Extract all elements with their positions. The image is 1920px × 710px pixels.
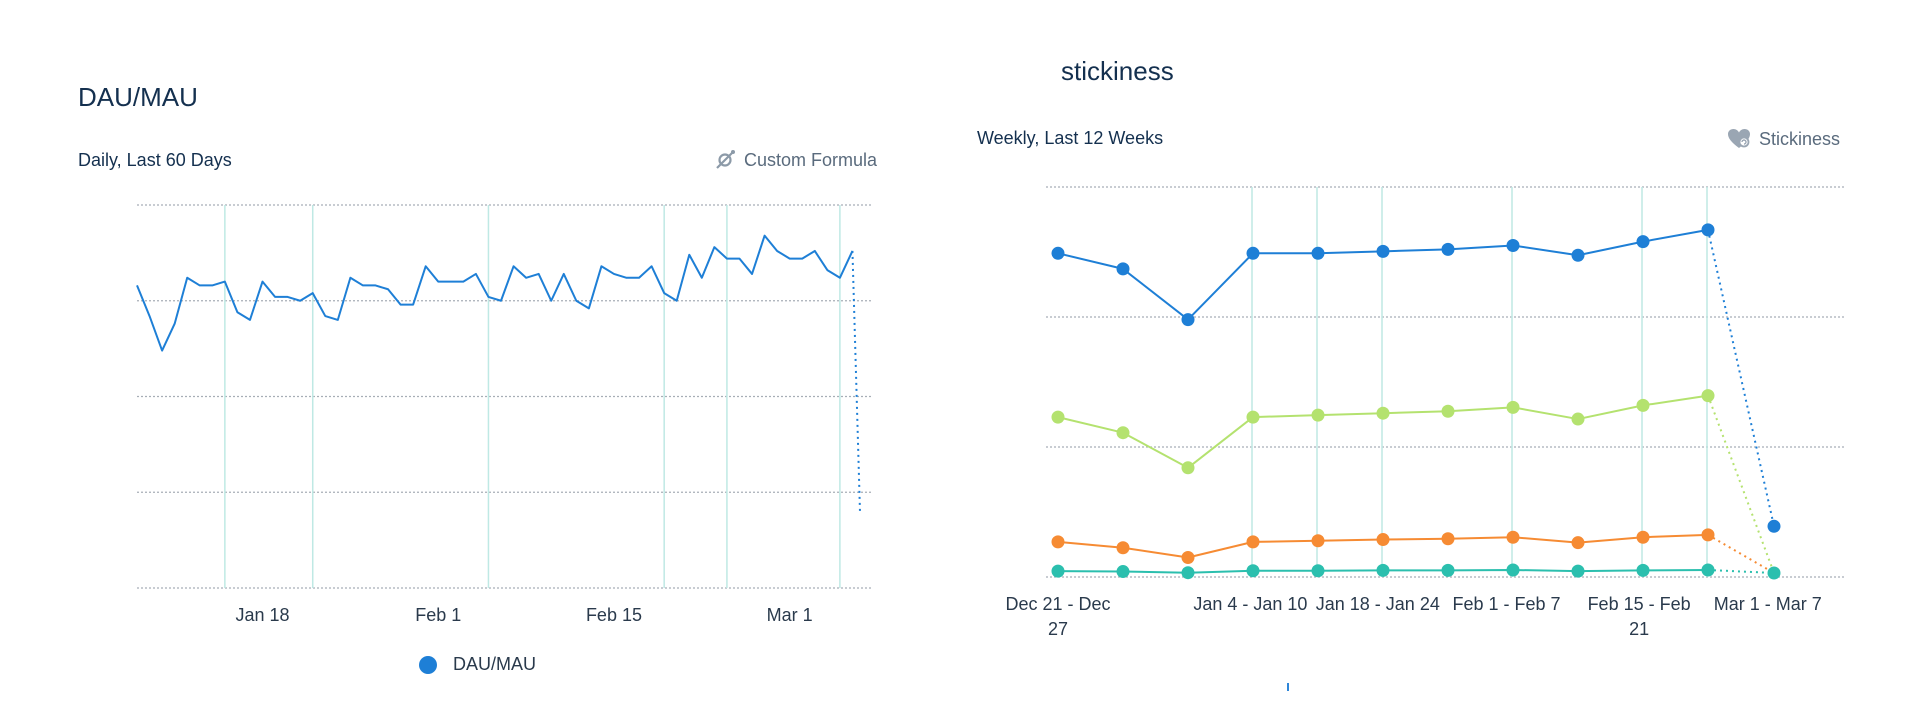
left-x-tick-label: Feb 1: [415, 605, 461, 625]
legend-series-label: DAU/MAU: [453, 654, 537, 674]
right-data-point: [1181, 461, 1195, 475]
right-data-point: [1441, 242, 1455, 256]
right-data-point: [1116, 426, 1130, 440]
legend-series-dot: [419, 655, 437, 674]
right-data-point: [1051, 564, 1065, 578]
right-projection-line: [1707, 395, 1775, 574]
right-data-point: [1181, 313, 1195, 327]
right-data-point: [1116, 541, 1130, 555]
right-data-point: [1376, 563, 1390, 577]
right-data-point: [1311, 408, 1325, 422]
right-x-tick-label: Feb 1 - Feb 7: [1452, 594, 1560, 614]
right-data-point: [1441, 563, 1455, 577]
custom-formula-icon: [714, 149, 736, 171]
right-x-tick-label: Mar 1 - Mar 7: [1714, 594, 1822, 614]
right-data-point: [1506, 400, 1520, 414]
right-projection-line: [1707, 229, 1775, 527]
right-projection-line: [1707, 568, 1775, 574]
right-data-point: [1441, 404, 1455, 418]
right-data-point: [1181, 551, 1195, 564]
right-data-point: [1701, 223, 1715, 237]
custom-formula-badge[interactable]: Custom Formula: [714, 149, 877, 171]
right-data-point: [1376, 244, 1390, 258]
right-series-line: [1057, 394, 1709, 469]
right-chart-title: stickiness: [1061, 56, 1174, 86]
right-data-point: [1246, 410, 1260, 424]
right-data-point: [1701, 563, 1715, 577]
right-data-point: [1051, 410, 1065, 424]
right-data-point: [1376, 533, 1390, 547]
right-data-point: [1311, 534, 1325, 548]
right-data-point: [1701, 389, 1715, 403]
right-data-point: [1636, 530, 1650, 544]
right-data-point: [1051, 535, 1065, 549]
right-projection-line: [1707, 534, 1775, 574]
right-data-point: [1571, 536, 1585, 550]
right-projected-point: [1767, 566, 1781, 580]
right-x-tick-label: 21: [1629, 619, 1649, 639]
right-data-point: [1051, 246, 1065, 260]
right-data-point: [1506, 530, 1520, 544]
right-data-point: [1116, 262, 1130, 276]
right-data-point: [1311, 564, 1325, 578]
left-chart-subtitle: Daily, Last 60 Days: [78, 150, 232, 170]
right-data-point: [1311, 246, 1325, 260]
right-data-point: [1116, 565, 1130, 579]
right-data-point: [1181, 566, 1195, 580]
left-x-tick-label: Mar 1: [767, 605, 813, 625]
left-x-tick-label: Feb 15: [586, 605, 642, 625]
right-data-point: [1636, 235, 1650, 249]
left-legend[interactable]: DAU/MAU: [419, 654, 536, 675]
left-x-tick-label: Jan 18: [235, 605, 289, 625]
right-x-tick-label: Jan 4 - Jan 10: [1193, 594, 1307, 614]
right-data-point: [1376, 406, 1390, 420]
right-data-point: [1441, 532, 1455, 546]
right-series-line: [1057, 228, 1709, 321]
stickiness-label: Stickiness: [1759, 128, 1841, 149]
right-x-tick-label: 27: [1048, 619, 1068, 639]
right-x-tick-label: Jan 18 - Jan 24: [1316, 594, 1440, 614]
left-series-line: [136, 234, 854, 352]
right-chart-subtitle: Weekly, Last 12 Weeks: [977, 128, 1164, 148]
right-data-point: [1246, 564, 1260, 578]
left-projection-line: [851, 250, 861, 512]
right-data-point: [1571, 248, 1585, 262]
right-data-point: [1506, 563, 1520, 577]
right-data-point: [1636, 398, 1650, 412]
left-chart-title: DAU/MAU: [78, 82, 198, 112]
right-data-point: [1246, 246, 1260, 260]
right-projected-point: [1767, 519, 1781, 533]
right-data-point: [1246, 535, 1260, 549]
right-data-point: [1571, 412, 1585, 426]
stickiness-badge[interactable]: Stickiness: [1727, 128, 1840, 150]
right-data-point: [1701, 528, 1715, 542]
right-data-point: [1571, 564, 1585, 578]
right-data-point: [1506, 239, 1520, 252]
custom-formula-label: Custom Formula: [744, 149, 878, 170]
right-data-point: [1636, 563, 1650, 577]
right-x-tick-label: Feb 15 - Feb: [1588, 594, 1691, 614]
stickiness-heart-icon: [1727, 128, 1751, 150]
right-x-tick-label: Dec 21 - Dec: [1005, 594, 1110, 614]
